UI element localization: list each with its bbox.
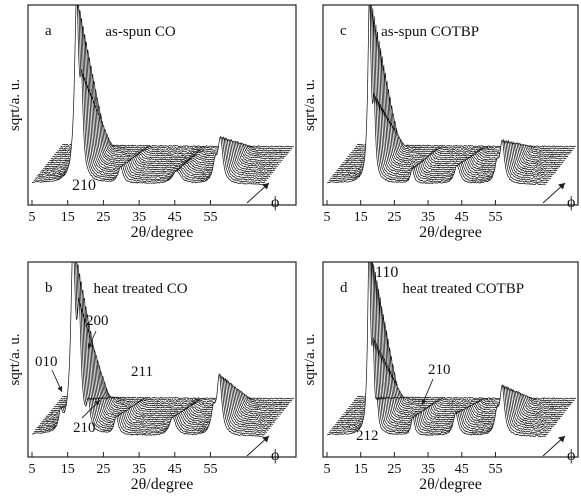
plot-frame	[322, 261, 579, 458]
y-axis-label: sqrt/a. u.	[302, 333, 318, 385]
x-tick-labels: 5 15 25 35 45 55	[324, 200, 502, 225]
depth-axis-label: ϕ	[567, 447, 575, 464]
miller-index-annotation: 110	[375, 264, 398, 281]
x-tick-label: 15	[61, 462, 75, 477]
panel-title: heat treated CO	[93, 281, 187, 297]
panel-title: heat treated COTBP	[402, 281, 524, 297]
x-tick-labels: 5 15 25 35 45 55	[324, 452, 502, 477]
plot-frame	[27, 4, 297, 206]
x-tick-label: 15	[354, 210, 368, 225]
x-tick-label: 55	[203, 462, 217, 477]
depth-axis-label: ϕ	[271, 447, 279, 464]
miller-index-annotation: 010	[35, 354, 58, 370]
miller-index-annotation: 210	[428, 362, 451, 378]
depth-axis-label: ϕ	[271, 194, 279, 211]
x-tick-label: 35	[421, 210, 435, 225]
panel-title: as-spun COTBP	[381, 24, 479, 40]
miller-index-annotation: 200	[86, 313, 109, 329]
diffraction-trace	[32, 262, 264, 437]
panel-letter: b	[45, 280, 53, 296]
x-axis-label: 2θ/degree	[419, 224, 482, 241]
diffraction-trace	[326, 262, 547, 438]
miller-index-annotation: 210	[73, 420, 96, 436]
x-tick-label: 5	[324, 210, 331, 225]
trace-group	[326, 5, 577, 205]
trace-group	[326, 262, 577, 457]
panel-d: 5 15 25 35 45 55 2θ/degree sqrt/a. u. d heat trea…	[302, 261, 579, 493]
panel-b: 5 15 25 35 45 55 2θ/degree sqrt/a. u. b heat trea…	[7, 261, 297, 493]
panel-a: 5 15 25 35 45 55 2θ/degree sqrt/a. u. a as-spun C…	[7, 4, 297, 241]
depth-axis-arrow	[542, 435, 566, 457]
x-tick-label: 35	[421, 462, 435, 477]
panel-letter: d	[340, 280, 348, 296]
y-axis-label: sqrt/a. u.	[302, 79, 318, 131]
trace-group	[32, 262, 294, 457]
miller-index-annotation: 210	[72, 177, 96, 194]
x-tick-labels: 5 15 25 35 45 55	[29, 452, 217, 477]
x-tick-label: 45	[168, 462, 182, 477]
diffraction-trace	[32, 5, 264, 185]
plot-frame	[27, 261, 297, 458]
x-tick-label: 15	[354, 462, 368, 477]
depth-axis-arrow	[542, 182, 566, 204]
trace-group	[32, 5, 294, 205]
x-tick-label: 25	[387, 210, 401, 225]
panel-letter: c	[340, 23, 347, 39]
x-axis-label: 2θ/degree	[419, 476, 482, 493]
x-axis-label: 2θ/degree	[131, 476, 194, 493]
x-tick-label: 35	[132, 462, 146, 477]
diffraction-trace	[326, 5, 547, 186]
x-tick-label: 15	[61, 210, 75, 225]
x-tick-label: 25	[96, 210, 110, 225]
x-tick-labels: 5 15 25 35 45 55	[29, 200, 217, 225]
x-tick-label: 45	[455, 462, 469, 477]
x-axis-label: 2θ/degree	[131, 224, 194, 241]
panel-letter: a	[45, 23, 52, 39]
x-tick-label: 55	[203, 210, 217, 225]
x-tick-label: 5	[29, 210, 36, 225]
panel-c: 5 15 25 35 45 55 2θ/degree sqrt/a. u. c as-spun C…	[302, 4, 579, 241]
miller-index-annotation: 212	[356, 428, 379, 444]
x-tick-label: 25	[96, 462, 110, 477]
y-axis-label: sqrt/a. u.	[7, 333, 23, 385]
x-tick-label: 55	[488, 462, 502, 477]
depth-axis-arrow	[246, 182, 270, 204]
x-tick-label: 5	[324, 462, 331, 477]
depth-axis-arrow	[246, 435, 270, 457]
panel-title: as-spun CO	[105, 24, 176, 40]
x-tick-label: 25	[387, 462, 401, 477]
miller-index-annotation: 211	[131, 364, 153, 380]
x-tick-label: 45	[168, 210, 182, 225]
depth-axis-label: ϕ	[567, 194, 575, 211]
y-axis-label: sqrt/a. u.	[7, 79, 23, 131]
x-tick-label: 55	[488, 210, 502, 225]
x-tick-label: 5	[29, 462, 36, 477]
x-tick-label: 45	[455, 210, 469, 225]
plot-frame	[322, 4, 579, 206]
x-tick-label: 35	[132, 210, 146, 225]
